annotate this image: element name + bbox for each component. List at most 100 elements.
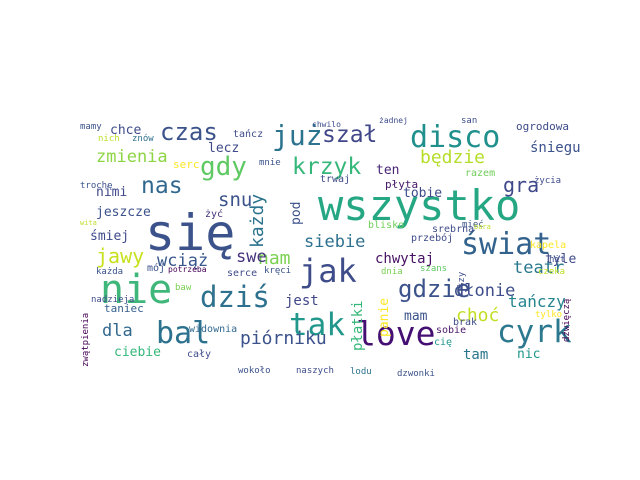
word-41: lecz [208, 141, 239, 156]
word-53: ciebie [114, 345, 161, 360]
word-5: love [356, 314, 435, 353]
word-84: łzy [457, 271, 467, 288]
word-85: brak [453, 317, 477, 328]
word-8: bal [156, 316, 210, 351]
word-26: swe [236, 247, 267, 267]
word-54: taniec [104, 302, 144, 315]
word-56: sobie [436, 325, 466, 336]
word-99: wita [80, 219, 97, 227]
word-34: tańczy [508, 292, 566, 311]
word-52: panie [377, 298, 392, 337]
word-59: znów [132, 133, 154, 144]
word-65: razem [465, 168, 495, 179]
word-57: mamy [80, 122, 102, 132]
word-17: nas [141, 173, 183, 199]
word-13: szał [322, 122, 377, 148]
word-20: gra [503, 173, 539, 197]
word-43: śniegu [530, 140, 581, 156]
word-11: świat [461, 227, 551, 262]
word-24: każdy [247, 194, 268, 248]
word-3: nie [100, 267, 172, 313]
word-36: jest [285, 293, 319, 309]
word-48: nimi [96, 185, 127, 200]
word-22: nam [258, 248, 291, 269]
word-79: szans [420, 264, 447, 274]
word-62: mnie [259, 158, 281, 168]
word-12: już [272, 119, 323, 152]
word-55: widownia [189, 324, 237, 335]
word-45: ten [376, 163, 399, 178]
word-39: nic [517, 347, 540, 362]
word-14: czas [160, 118, 218, 146]
word-27: wciąż [157, 251, 208, 271]
word-87: tylko [535, 310, 562, 320]
word-64: płyta [385, 178, 418, 191]
word-42: chce [110, 123, 141, 138]
word-60: tańcz [233, 128, 263, 140]
word-4: dziś [200, 280, 270, 314]
word-31: piórniku [240, 328, 327, 349]
word-96: chwilo [312, 120, 341, 129]
word-88: zwątpienia [81, 313, 91, 367]
word-86: cię [434, 337, 452, 348]
word-29: dłonie [454, 281, 515, 301]
word-93: dzwonki [397, 369, 435, 379]
word-2: wszystko [318, 181, 520, 230]
word-75: mój [147, 262, 165, 274]
word-70: mieć [462, 219, 484, 230]
word-38: tam [463, 347, 488, 363]
word-92: lodu [350, 367, 372, 377]
word-77: kręci [264, 266, 291, 276]
word-49: śmiej [90, 229, 129, 244]
word-98: san [461, 116, 477, 126]
word-25: siebie [304, 232, 365, 252]
word-76: serce [227, 268, 257, 279]
word-82: baw [175, 283, 192, 293]
word-63: trwaj [320, 174, 350, 185]
word-90: wokoło [238, 366, 271, 376]
word-61: serc [173, 158, 200, 171]
word-66: życia [534, 176, 561, 186]
word-68: żyć [205, 208, 223, 220]
word-46: tobie [403, 186, 442, 201]
word-30: teatr [513, 258, 564, 278]
word-94: dźwięczą [562, 299, 572, 342]
word-16: gdy [200, 152, 247, 182]
word-23: snu [218, 189, 252, 211]
word-74: każda [96, 267, 123, 277]
word-40: tyle [545, 252, 576, 267]
word-91: naszych [296, 366, 334, 376]
word-32: dla [102, 321, 133, 341]
word-37: płatki [350, 300, 366, 351]
word-19: będzie [420, 147, 485, 168]
word-51: mam [404, 309, 428, 324]
word-78: dnia [381, 267, 403, 277]
word-89: cały [187, 349, 211, 360]
word-100: bara [474, 223, 491, 231]
word-18: zmienia [96, 147, 168, 167]
word-71: przebój [411, 232, 453, 244]
word-73: hit [549, 255, 565, 265]
word-9: tak [289, 307, 345, 343]
word-35: chwytaj [375, 251, 434, 267]
word-69: blisko [368, 220, 404, 231]
word-72: kapela [530, 240, 566, 251]
word-81: potrzeba [168, 265, 207, 274]
word-50: pod [289, 202, 304, 225]
word-58: nich [98, 134, 120, 144]
word-67: trochę [80, 181, 113, 191]
word-97: żadnej [379, 116, 408, 125]
word-44: ogrodowa [516, 120, 569, 133]
word-28: jawy [96, 244, 144, 268]
word-21: gdzie [398, 275, 470, 303]
word-33: choć [456, 305, 499, 326]
word-10: cyrk [497, 314, 572, 350]
word-15: krzyk [292, 154, 361, 180]
word-47: jeszcze [96, 205, 151, 220]
word-83: nadzieja [91, 295, 134, 305]
word-80: czeka [538, 267, 565, 277]
word-1: się [145, 204, 235, 262]
word-6: jak [299, 252, 357, 290]
word-95: srebrna [432, 224, 474, 235]
